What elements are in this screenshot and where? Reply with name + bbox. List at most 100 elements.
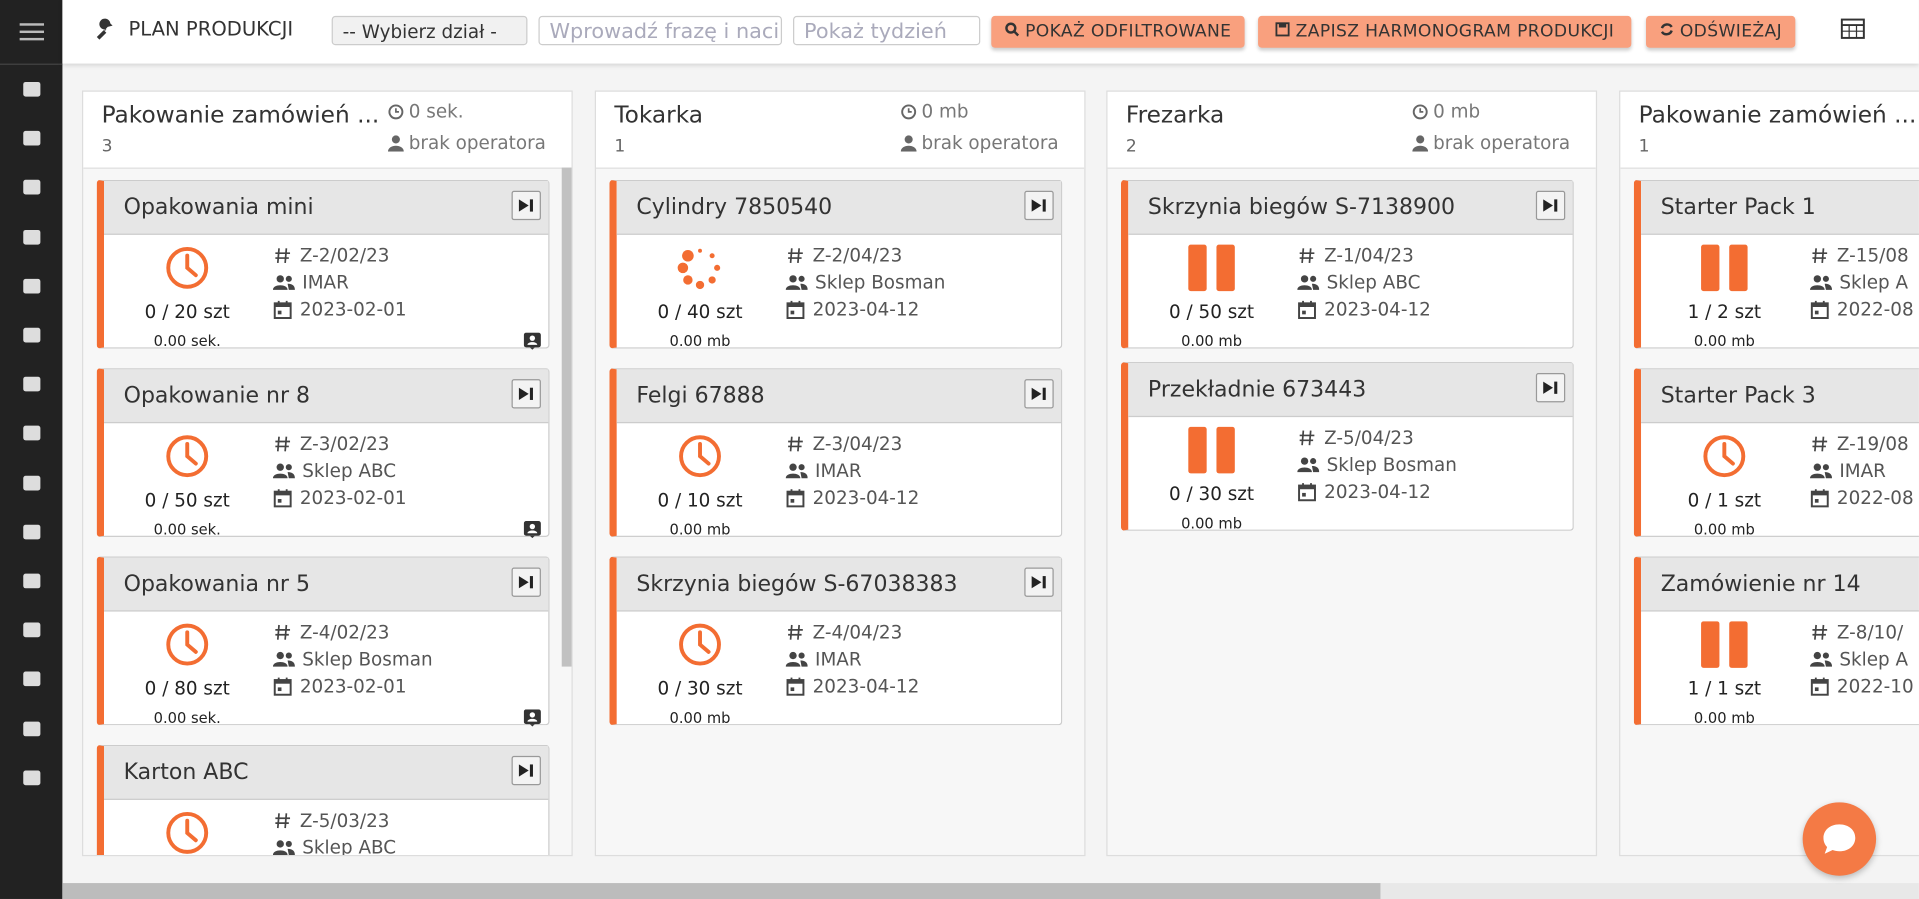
skip-button[interactable] <box>511 379 541 409</box>
sidebar-truck[interactable] <box>0 458 62 507</box>
date-text: 2022-08 <box>1836 486 1914 509</box>
client-icon <box>1297 457 1320 473</box>
sidebar-book[interactable] <box>0 704 62 753</box>
task-card[interactable]: Starter Pack 3 0 / 1 szt 0.00 mb Z-19/08 IMA… <box>1633 368 1919 538</box>
client-text: Sklep ABC <box>302 459 397 482</box>
card-quantity: 0 / 30 szt <box>657 677 743 700</box>
card-time: 0.00 mb <box>1693 332 1755 350</box>
card-date: 2023-04-12 <box>786 487 919 509</box>
save-icon <box>1275 22 1290 37</box>
task-card[interactable]: Przekładnie 673443 0 / 30 szt 0.00 mb Z-5/0… <box>1121 362 1574 532</box>
sidebar-cart[interactable] <box>0 261 62 310</box>
user-icon <box>900 135 917 152</box>
card-title: Starter Pack 1 <box>1660 194 1816 221</box>
date-icon <box>273 300 292 319</box>
show-filtered-button[interactable]: POKAŻ ODFILTROWANE <box>991 15 1245 48</box>
save-schedule-button[interactable]: ZAPISZ HARMONOGRAM PRODUKCJI <box>1258 15 1632 48</box>
skip-button[interactable] <box>1024 190 1054 221</box>
card-date: 2023-02-01 <box>273 298 407 320</box>
client-icon <box>1810 275 1833 290</box>
menu-toggle[interactable] <box>0 0 63 65</box>
sidebar-product[interactable] <box>0 114 62 163</box>
order-icon <box>1812 436 1828 452</box>
card-time: 0.00 mb <box>669 332 731 350</box>
sidebar-tools[interactable] <box>0 556 62 605</box>
refresh-button[interactable]: ODŚWIEŻAJ <box>1646 15 1796 48</box>
board-column: Tokarka 1 0 mb brak operatora Cylindry 78505… <box>594 90 1086 857</box>
card-title: Zamówienie nr 14 <box>1660 571 1861 597</box>
date-icon <box>1298 483 1316 502</box>
card-header: Starter Pack 3 <box>1641 369 1919 424</box>
status-icon <box>1188 244 1235 292</box>
status-icon <box>679 435 721 478</box>
refresh-icon <box>1660 23 1673 36</box>
sidebar-add[interactable] <box>0 65 62 114</box>
column-header: Pakowanie zamówień ... 1 <box>1620 91 1919 169</box>
task-card[interactable]: Cylindry 7850540 0 / 40 szt 0.00 mb Z-2/04/… <box>609 179 1063 350</box>
scroll-thumb[interactable] <box>62 883 1381 899</box>
card-client: IMAR <box>1810 460 1886 482</box>
skip-button[interactable] <box>511 755 541 786</box>
task-card[interactable]: Opakowanie nr 8 0 / 50 szt 0.00 sek. Z-3/02… <box>96 368 550 539</box>
layout-icon <box>22 180 40 196</box>
column-header: Pakowanie zamówień ... 3 0 sek. brak operat… <box>83 91 572 169</box>
task-card[interactable]: Felgi 67888 0 / 10 szt 0.00 mb Z-3/04/23 IMA… <box>609 368 1063 538</box>
sidebar-work[interactable] <box>0 409 62 458</box>
card-header: Felgi 67888 <box>616 369 1062 424</box>
task-card[interactable]: Skrzynia biegów S-67038383 0 / 30 szt 0.00… <box>609 556 1063 727</box>
column-scrollbar[interactable] <box>561 167 572 667</box>
card-quantity: 0 / 50 szt <box>1168 300 1255 323</box>
status-icon <box>1703 435 1746 478</box>
date-text: 2023-04-12 <box>1324 298 1431 321</box>
client-text: Sklep A <box>1839 648 1909 671</box>
order-text: Z-5/03/23 <box>299 809 390 832</box>
task-card[interactable]: Opakowania mini 0 / 20 szt 0.00 sek. Z-2/02… <box>96 179 550 350</box>
task-card[interactable]: Zamówienie nr 14 1 / 1 szt 0.00 mb Z-8/10/S… <box>1633 556 1919 727</box>
date-icon <box>1810 677 1829 696</box>
column-operator: brak operatora <box>900 132 1059 154</box>
task-card[interactable]: Skrzynia biegów S-7138900 0 / 50 szt 0.00 … <box>1121 179 1574 350</box>
column-operator: brak operatora <box>1412 132 1570 154</box>
chat-button[interactable] <box>1802 802 1877 876</box>
add-icon <box>22 82 40 97</box>
card-client: IMAR <box>785 648 862 670</box>
card-client: Sklep ABC <box>272 837 396 855</box>
client-icon <box>272 275 295 290</box>
client-icon <box>1810 651 1833 667</box>
skip-button[interactable] <box>511 567 541 597</box>
sidebar-layout[interactable] <box>0 163 62 212</box>
sidebar-user[interactable] <box>0 655 62 704</box>
clock-icon <box>901 103 917 119</box>
department-select[interactable]: -- Wybierz dział - <box>331 15 528 46</box>
skip-button[interactable] <box>1024 567 1054 597</box>
skip-button[interactable] <box>511 190 541 221</box>
task-card[interactable]: Starter Pack 1 1 / 2 szt 0.00 mb Z-15/08 Skl… <box>1633 179 1919 350</box>
table-view-icon[interactable] <box>1840 18 1865 39</box>
sidebar-structure[interactable] <box>0 311 62 360</box>
card-order: Z-2/04/23 <box>786 245 902 267</box>
card-order: Z-8/10/ <box>1810 621 1903 643</box>
skip-icon <box>1031 199 1046 212</box>
skip-button[interactable] <box>1535 190 1566 221</box>
sidebar-logout[interactable] <box>0 753 62 802</box>
skip-button[interactable] <box>1535 373 1566 403</box>
order-text: Z-4/04/23 <box>812 621 903 644</box>
sidebar-announce[interactable] <box>0 606 62 655</box>
skip-button[interactable] <box>1024 379 1054 409</box>
search-input[interactable]: Wprowadź frazę i naci <box>538 15 783 46</box>
column-operator: brak operatora <box>387 132 546 154</box>
task-card[interactable]: Karton ABC Z-5/03/23 Sklep ABC <box>96 744 550 855</box>
horizontal-scrollbar[interactable] <box>62 883 1919 899</box>
skip-icon <box>1031 387 1046 400</box>
week-input[interactable]: Pokaż tydzień <box>793 15 981 46</box>
card-quantity: 0 / 80 szt <box>144 677 230 700</box>
sidebar-list[interactable] <box>0 212 62 261</box>
client-text: IMAR <box>302 271 349 294</box>
order-text: Z-3/04/23 <box>812 432 903 455</box>
sidebar-transfer[interactable] <box>0 360 62 409</box>
sidebar-settings[interactable] <box>0 507 62 556</box>
date-text: 2023-02-01 <box>299 486 407 509</box>
task-card[interactable]: Opakowania nr 5 0 / 80 szt 0.00 sek. Z-4/02… <box>96 556 550 727</box>
column-time: 0 mb <box>1412 100 1480 122</box>
column-name: Pakowanie zamówień ... <box>101 101 380 129</box>
